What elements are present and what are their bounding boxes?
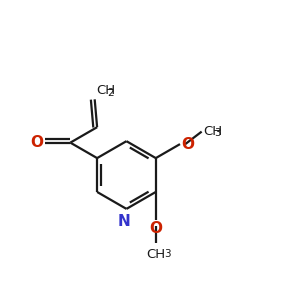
Text: 3: 3	[165, 249, 171, 260]
Text: O: O	[30, 134, 43, 149]
Text: 3: 3	[214, 128, 221, 138]
Text: CH: CH	[96, 84, 116, 97]
Text: CH: CH	[146, 248, 165, 261]
Text: CH: CH	[203, 125, 222, 138]
Text: O: O	[181, 136, 194, 152]
Text: N: N	[118, 214, 131, 229]
Text: O: O	[149, 221, 162, 236]
Text: 2: 2	[108, 88, 114, 98]
